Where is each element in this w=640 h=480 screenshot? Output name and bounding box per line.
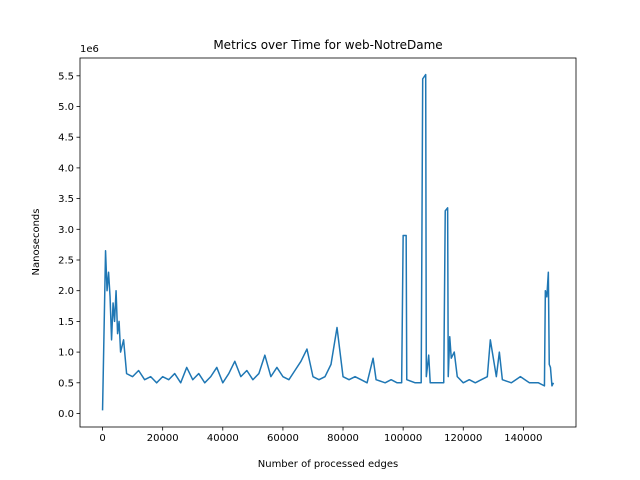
y-tick-label: 5.5 [58,71,74,82]
y-tick-label: 1.0 [58,348,74,359]
y-tick-label: 1.5 [58,317,74,328]
y-tick-label: 5.0 [58,102,74,113]
y-offset-label: 1e6 [80,44,99,55]
data-line [101,73,555,411]
y-tick-label: 2.0 [58,286,74,297]
x-tick-label: 20000 [147,433,179,444]
x-tick-label: 40000 [207,433,239,444]
y-tick-label: 0.5 [58,378,74,389]
y-tick-label: 3.5 [58,194,74,205]
y-tick-label: 0.0 [58,409,74,420]
y-tick-label: 4.5 [58,133,74,144]
x-tick-label: 100000 [384,433,422,444]
y-tick-label: 3.0 [58,225,74,236]
x-tick-label: 140000 [504,433,542,444]
axes-frame [79,57,577,428]
x-tick-label: 80000 [327,433,359,444]
y-axis-label: Nanoseconds [31,209,42,276]
x-axis-label: Number of processed edges [258,459,398,470]
y-tick-label: 4.0 [58,163,74,174]
x-tick-label: 0 [99,433,105,444]
x-tick-label: 120000 [444,433,482,444]
chart-title: Metrics over Time for web-NotreDame [213,38,442,52]
x-tick-label: 60000 [267,433,299,444]
y-tick-label: 2.5 [58,255,74,266]
